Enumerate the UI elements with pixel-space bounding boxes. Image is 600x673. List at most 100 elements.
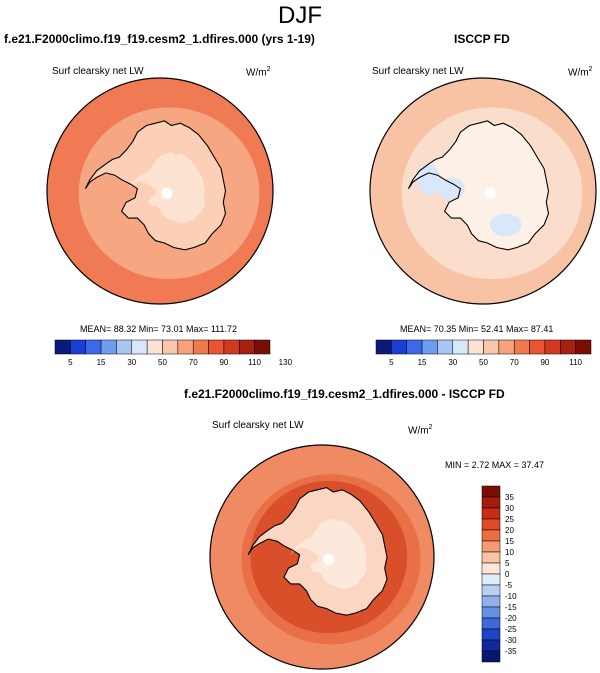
colorbar-tick-label: -35 — [505, 647, 517, 656]
colorbar-tick-label: 70 — [510, 358, 519, 367]
colorbar-swatch — [481, 551, 501, 564]
panel3-units: W/m2 — [408, 424, 433, 437]
colorbar-swatch — [85, 339, 102, 355]
colorbar-swatch — [162, 339, 179, 355]
panel1-units: W/m2 — [246, 66, 271, 79]
colorbar-tick-label: 25 — [505, 515, 514, 524]
colorbar-swatch — [481, 507, 501, 520]
colorbar-swatch — [391, 339, 407, 355]
colorbar-swatch — [481, 617, 501, 630]
map-border — [369, 77, 597, 305]
colorbar-tick-label: 15 — [97, 358, 106, 367]
colorbar-swatch — [131, 339, 148, 355]
colorbar-swatch — [513, 339, 530, 355]
colorbar-tick-label: 90 — [219, 358, 228, 367]
colorbar-tick-label: 20 — [505, 526, 514, 535]
colorbar-swatch — [481, 650, 501, 663]
colorbar-swatch — [254, 339, 271, 355]
colorbar-swatch — [239, 339, 255, 355]
panel1-variable-label: Surf clearsky net LW — [52, 66, 144, 77]
colorbar-swatch — [146, 339, 163, 355]
coastline — [247, 487, 388, 616]
colorbar-tick-label: 5 — [389, 358, 394, 367]
colorbar-swatch — [560, 339, 576, 355]
colorbar-swatch — [481, 595, 501, 608]
colorbar-tick-label: -5 — [505, 581, 513, 590]
colorbar-tick-label: 130 — [279, 358, 293, 367]
panel1-title: f.e21.F2000climo.f19_f19.cesm2_1.dfires.… — [4, 32, 315, 46]
colorbar-tick-label: 15 — [418, 358, 427, 367]
colorbar-panel-1: 5 15 30 50 70 90 110 130 — [54, 339, 293, 367]
panel3-title: f.e21.F2000climo.f19_f19.cesm2_1.dfires.… — [184, 387, 505, 401]
field-low-patch — [489, 213, 522, 237]
colorbar-tick-label: 15 — [505, 537, 514, 546]
colorbar-tick-label: -30 — [505, 636, 517, 645]
panel2-variable-label: Surf clearsky net LW — [372, 66, 464, 77]
colorbar-tick-label: 110 — [569, 358, 582, 367]
colorbar-swatch — [481, 639, 501, 652]
map-border — [209, 444, 435, 670]
colorbar-tick-label: 5 — [505, 559, 510, 568]
pole-mask — [323, 553, 335, 565]
colorbar-tick-label: -15 — [505, 603, 517, 612]
colorbar-tick-label: 30 — [127, 358, 136, 367]
coastline — [84, 120, 227, 251]
pole-mask — [484, 187, 496, 199]
colorbar-tick-label: 5 — [68, 358, 73, 367]
colorbar-tick-label: -20 — [505, 614, 517, 623]
colorbar-tick-label: 50 — [158, 358, 167, 367]
figure-suptitle: DJF — [278, 2, 322, 29]
colorbar-tick-label: 10 — [505, 548, 514, 557]
colorbar-tick-label: 70 — [189, 358, 198, 367]
colorbar-swatch — [481, 496, 501, 509]
colorbar-swatch — [421, 339, 438, 355]
colorbar-swatch — [467, 339, 484, 355]
colorbar-swatch — [575, 339, 592, 355]
colorbar-swatch — [481, 540, 501, 553]
colorbar-swatch — [192, 339, 209, 355]
colorbar-tick-label: -10 — [505, 592, 517, 601]
colorbar-tick-label: 90 — [540, 358, 549, 367]
colorbar-swatch — [375, 339, 392, 355]
colorbar-tick-label: 0 — [505, 570, 510, 579]
colorbar-swatch — [100, 339, 117, 355]
colorbar-tick-label: 30 — [448, 358, 457, 367]
map-border — [46, 77, 274, 305]
panel2-stats: MEAN= 70.35 Min= 52.41 Max= 87.41 — [400, 324, 554, 334]
map-panel-2 — [369, 77, 597, 305]
colorbar-swatch — [483, 339, 500, 355]
colorbar-swatch — [481, 562, 501, 575]
coastline — [407, 120, 550, 251]
colorbar-swatch — [177, 339, 194, 355]
colorbar-swatch — [481, 573, 501, 586]
map-panel-3 — [209, 444, 435, 670]
colorbar-swatch — [208, 339, 225, 355]
colorbar-swatch — [544, 339, 561, 355]
panel2-units: W/m2 — [568, 66, 593, 79]
colorbar-tick-label: 110 — [248, 358, 261, 367]
panel3-variable-label: Surf clearsky net LW — [212, 420, 304, 431]
panel2-title: ISCCP FD — [454, 32, 510, 46]
colorbar-swatch — [437, 339, 454, 355]
colorbar-swatch — [481, 584, 501, 597]
colorbar-swatch — [116, 339, 133, 355]
panel1-stats: MEAN= 88.32 Min= 73.01 Max= 111.72 — [80, 324, 238, 334]
colorbar-tick-label: 30 — [505, 504, 514, 513]
colorbar-tick-label: 50 — [479, 358, 488, 367]
colorbar-swatch — [452, 339, 469, 355]
colorbar-swatch — [498, 339, 515, 355]
colorbar-tick-label: -25 — [505, 625, 517, 634]
pole-mask — [161, 187, 173, 199]
colorbar-swatch — [481, 606, 501, 619]
colorbar-swatch — [481, 518, 501, 531]
colorbar-swatch — [54, 339, 71, 355]
colorbar-swatch — [406, 339, 423, 355]
colorbar-tick-label: 35 — [505, 493, 514, 502]
colorbar-panel-3: 35 30 25 20 15 10 5 0 -5 -10 -15 -20 -25 -30 -35 — [481, 485, 517, 663]
map-panel-1 — [46, 77, 274, 305]
colorbar-swatch — [529, 339, 546, 355]
field-low-patch — [417, 163, 441, 196]
colorbar-swatch — [223, 339, 240, 355]
